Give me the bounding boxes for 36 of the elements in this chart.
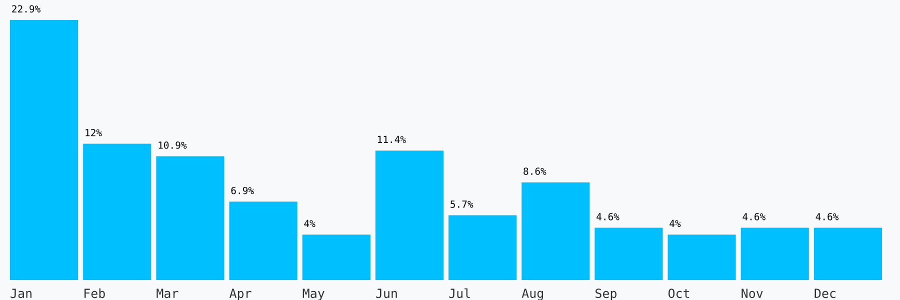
data-label: 8.6% <box>524 168 546 175</box>
data-label: 4% <box>304 220 316 228</box>
bar <box>10 20 78 280</box>
x-tick-label: Dec <box>814 288 836 298</box>
bar <box>448 215 517 280</box>
x-tick-label: Jun <box>376 288 397 298</box>
bar <box>375 150 444 280</box>
x-tick-label: Aug <box>522 288 543 300</box>
x-tick-label: Apr <box>229 288 252 300</box>
data-label: 4.6% <box>742 212 766 220</box>
bar <box>594 228 663 280</box>
x-tick-label: May <box>302 288 324 300</box>
data-label: 10.9% <box>158 141 187 149</box>
data-label: 4.6% <box>816 212 839 220</box>
bar <box>229 202 298 280</box>
x-tick-label: Mar <box>156 288 178 298</box>
data-label: 5.7% <box>450 200 474 208</box>
x-tick-label: Nov <box>742 288 763 298</box>
bar <box>302 234 370 280</box>
x-tick-label: Jan <box>10 288 32 298</box>
data-label: 11.4% <box>378 136 406 143</box>
bar <box>740 228 809 280</box>
data-label: 12% <box>86 128 102 136</box>
data-label: 4.6% <box>596 212 620 220</box>
data-label: 4% <box>670 220 681 228</box>
x-tick-label: Jul <box>449 288 470 298</box>
bar <box>156 156 224 280</box>
data-label: 6.9% <box>231 186 254 194</box>
bar <box>83 144 152 280</box>
bar <box>522 182 590 280</box>
x-tick-label: Oct <box>668 288 690 298</box>
bar <box>814 228 882 280</box>
x-tick-label: Sep <box>596 288 616 300</box>
data-label: 22.9% <box>12 5 40 13</box>
x-tick-label: Feb <box>84 288 105 298</box>
bar <box>668 234 736 280</box>
